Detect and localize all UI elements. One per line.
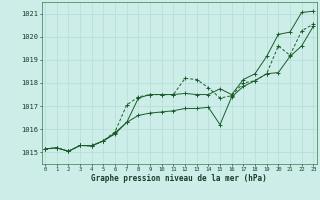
X-axis label: Graphe pression niveau de la mer (hPa): Graphe pression niveau de la mer (hPa): [91, 174, 267, 183]
